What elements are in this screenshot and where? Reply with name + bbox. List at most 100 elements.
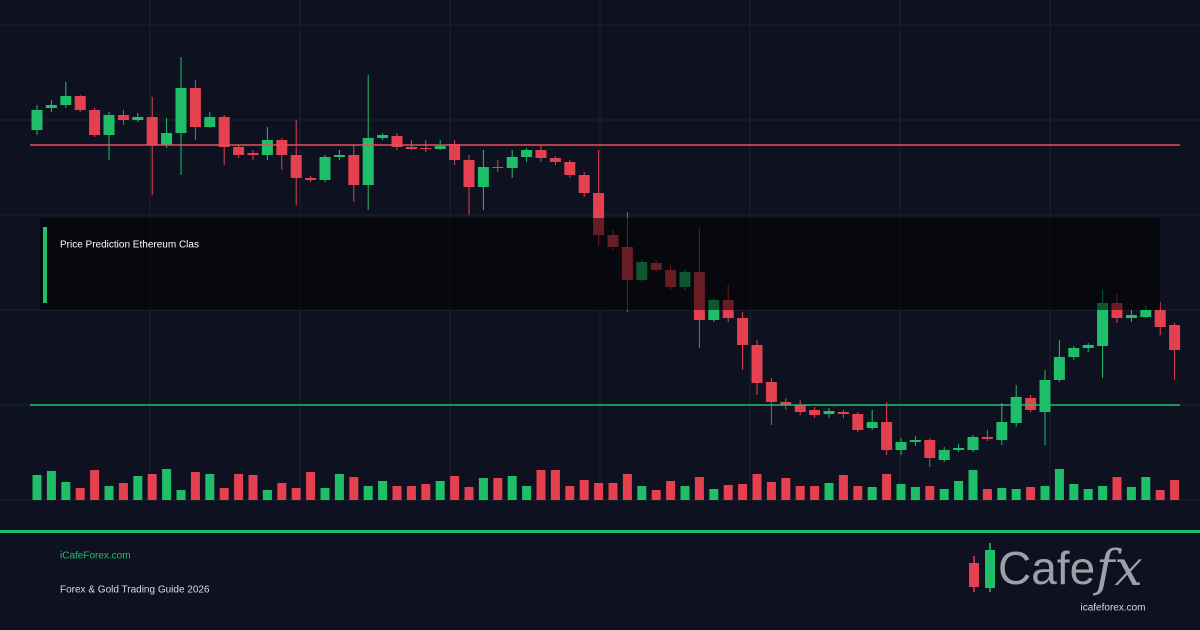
volume-bar bbox=[997, 488, 1007, 500]
candle-body bbox=[967, 437, 979, 450]
candle-body bbox=[117, 115, 129, 120]
candle-body bbox=[1053, 357, 1065, 380]
volume-bar bbox=[450, 476, 460, 500]
candle-body bbox=[204, 117, 216, 127]
volume-bar bbox=[464, 487, 474, 500]
candle-body bbox=[1010, 397, 1022, 423]
volume-bar bbox=[291, 488, 301, 500]
candle-body bbox=[1068, 348, 1080, 357]
candle-body bbox=[477, 167, 489, 187]
volume-bar bbox=[478, 478, 488, 500]
candle-body bbox=[1082, 345, 1094, 348]
candle-body bbox=[780, 402, 792, 405]
candle-body bbox=[809, 410, 821, 415]
volume-bar bbox=[867, 487, 877, 500]
volume-bar bbox=[1069, 484, 1079, 500]
volume-bar bbox=[392, 486, 402, 500]
volume-bar bbox=[824, 483, 834, 500]
footer-site: iCafeForex.com bbox=[60, 551, 131, 562]
volume-bar bbox=[1112, 477, 1122, 500]
plot bbox=[30, 57, 1181, 500]
logo-candle bbox=[985, 550, 995, 588]
candle-body bbox=[31, 110, 43, 130]
volume-bar bbox=[954, 481, 964, 500]
candle-body bbox=[895, 442, 907, 450]
candle-body bbox=[261, 140, 273, 155]
volume-bar bbox=[723, 485, 733, 500]
volume-bar bbox=[378, 481, 388, 500]
candle-body bbox=[189, 88, 201, 127]
candle-body bbox=[161, 133, 173, 145]
volume-bar bbox=[666, 481, 676, 500]
candle-body bbox=[362, 138, 374, 185]
volume-bar bbox=[493, 478, 503, 500]
volume-bar bbox=[565, 486, 575, 500]
volume-bar bbox=[680, 486, 690, 500]
candle-body bbox=[276, 140, 288, 155]
candle-body bbox=[319, 157, 331, 180]
volume-bar bbox=[838, 475, 848, 500]
candle-body bbox=[233, 147, 245, 155]
volume-bar bbox=[651, 490, 661, 500]
candle-body bbox=[981, 437, 993, 439]
chart-title: Price Prediction Ethereum Clas bbox=[60, 240, 199, 251]
candle-body bbox=[549, 158, 561, 162]
candle-body bbox=[794, 405, 806, 412]
candle-body bbox=[348, 155, 360, 185]
volume-bar bbox=[104, 486, 114, 500]
volume-bar bbox=[939, 489, 949, 500]
volume-bar bbox=[622, 474, 632, 500]
volume-bar bbox=[925, 486, 935, 500]
volume-bar bbox=[608, 483, 618, 500]
candle-body bbox=[564, 162, 576, 175]
candle-body bbox=[420, 148, 432, 149]
volume-bar bbox=[522, 486, 532, 500]
volume-bar bbox=[248, 475, 258, 500]
volume-bar bbox=[90, 470, 100, 500]
candle-body bbox=[290, 155, 302, 178]
volume-bar bbox=[118, 483, 128, 500]
volume-bar bbox=[766, 482, 776, 500]
candle-body bbox=[953, 448, 965, 450]
candle-body bbox=[492, 167, 504, 168]
volume-bar bbox=[1126, 487, 1136, 500]
candle-body bbox=[175, 88, 187, 133]
candle-body bbox=[1111, 303, 1123, 318]
volume-bar bbox=[46, 471, 56, 500]
candle-body bbox=[434, 146, 446, 149]
candle-body bbox=[103, 115, 115, 135]
candle-body bbox=[593, 193, 605, 235]
candle-body bbox=[881, 422, 893, 450]
logo-url: icafeforex.com bbox=[1080, 603, 1145, 614]
volume-bar bbox=[176, 490, 186, 500]
volume-bar bbox=[910, 487, 920, 500]
candle-body bbox=[521, 150, 533, 157]
candle-body bbox=[449, 144, 461, 160]
volume-bar bbox=[334, 474, 344, 500]
volume-bar bbox=[550, 470, 560, 500]
volume-bar bbox=[1170, 480, 1180, 500]
candle-body bbox=[1169, 325, 1181, 350]
candle-body bbox=[837, 412, 849, 414]
volume-bar bbox=[32, 475, 42, 500]
candle-body bbox=[405, 147, 417, 149]
candle-body bbox=[1025, 398, 1037, 410]
candle-body bbox=[737, 318, 749, 345]
candle-body bbox=[909, 440, 921, 442]
volume-bar bbox=[190, 472, 200, 500]
volume-bar bbox=[75, 488, 85, 500]
footer-tagline: Forex & Gold Trading Guide 2026 bbox=[60, 585, 210, 596]
logo-icon bbox=[969, 543, 995, 592]
volume-bar bbox=[435, 481, 445, 500]
candle-body bbox=[996, 422, 1008, 440]
title-accent bbox=[43, 227, 47, 303]
volume-bar bbox=[579, 480, 589, 500]
footer-divider bbox=[0, 530, 1200, 533]
volume-bar bbox=[421, 484, 431, 500]
volume-bar bbox=[1040, 486, 1050, 500]
volume-bar bbox=[536, 470, 546, 500]
candle-body bbox=[535, 150, 547, 158]
candle-body bbox=[89, 110, 101, 135]
candle-body bbox=[938, 450, 950, 460]
